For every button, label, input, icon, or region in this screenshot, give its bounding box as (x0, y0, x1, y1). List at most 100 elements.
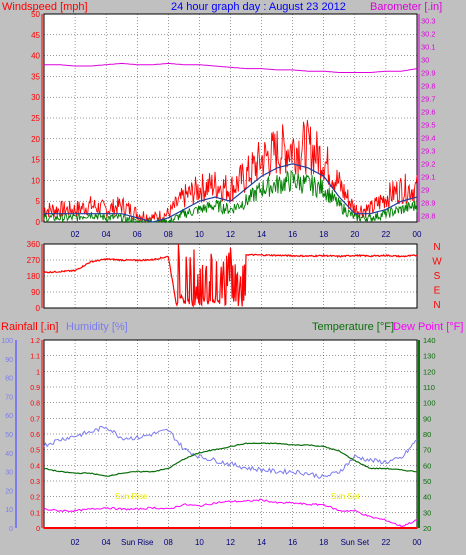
rainfall-tick-label: 0.3 (30, 479, 40, 486)
x-tick-label-bottom: 12 (226, 538, 235, 547)
barometer-tick-label: 29.2 (421, 160, 436, 169)
humidity-tick-label: 90 (5, 357, 13, 364)
barometer-tick-label: 30 (421, 56, 429, 65)
temperature-tick-label: 90 (423, 414, 431, 423)
x-tick-label-bottom: 18 (319, 538, 328, 547)
compass-label: N (433, 242, 440, 253)
barometer-tick-label: 29.6 (421, 108, 436, 117)
x-tick-label-bottom: 04 (102, 538, 111, 547)
direction-tick-label: 270 (27, 256, 41, 265)
barometer-tick-label: 29.9 (421, 69, 436, 78)
barometer-tick-label: 30.3 (421, 17, 436, 26)
humidity-tick-label: 50 (5, 432, 13, 439)
barometer-tick-label: 29 (421, 186, 429, 195)
x-tick-label-bottom: 22 (381, 538, 390, 547)
temperature-tick-label: 70 (423, 446, 431, 455)
barometer-tick-label: 30.1 (421, 43, 436, 52)
temperature-tick-label: 140 (423, 336, 436, 345)
temperature-tick-label: 80 (423, 430, 431, 439)
humidity-tick-label: 20 (5, 488, 13, 495)
compass-label: S (434, 271, 441, 282)
windspeed-axis-title: Windspeed [mph] (2, 1, 88, 13)
temperature-tick-label: 60 (423, 461, 431, 470)
x-tick-label-top: 12 (226, 230, 235, 239)
rainfall-tick-label: 0.9 (30, 385, 40, 392)
wind-tick-label: 5 (36, 197, 41, 206)
x-tick-label-bottom: 00 (413, 538, 422, 547)
barometer-line (44, 62, 418, 73)
compass-label: W (432, 257, 442, 268)
x-tick-label-top: 14 (257, 230, 266, 239)
rainfall-tick-label: 0.8 (30, 401, 40, 408)
x-tick-label-bottom: 08 (164, 538, 173, 547)
chart-title: 24 hour graph day : August 23 2012 (171, 1, 346, 13)
humidity-tick-label: 80 (5, 376, 13, 383)
rainfall-tick-label: 1 (36, 369, 40, 376)
x-tick-label-bottom: 02 (71, 538, 80, 547)
wind-tick-label: 50 (31, 10, 40, 19)
dew-point-line (43, 498, 417, 528)
rainfall-tick-label: 0.6 (30, 432, 40, 439)
humidity-tick-label: 10 (5, 507, 13, 514)
barometer-axis-title: Barometer [.in] (370, 1, 442, 13)
rainfall-tick-label: 0.4 (30, 463, 40, 470)
x-tick-label-top: 04 (102, 230, 111, 239)
rainfall-axis-title: Rainfall [.in] (1, 321, 58, 333)
barometer-tick-label: 28.8 (421, 212, 436, 221)
x-tick-label-top: 18 (319, 230, 328, 239)
barometer-tick-label: 29.5 (421, 121, 436, 130)
x-tick-label-bottom: 10 (195, 538, 204, 547)
wind-tick-label: 40 (31, 52, 40, 61)
wind-tick-label: 10 (31, 176, 40, 185)
humidity-tick-label: 100 (1, 338, 13, 345)
x-tick-label-top: 02 (71, 230, 80, 239)
barometer-tick-label: 29.1 (421, 173, 436, 182)
x-tick-label-bottom: Sun Rise (121, 538, 154, 547)
humidity-tick-label: 0 (9, 526, 13, 533)
compass-label: N (433, 300, 440, 311)
x-tick-label-bottom: Sun Set (341, 538, 370, 547)
humidity-tick-label: 60 (5, 413, 13, 420)
wind-green-line (43, 169, 418, 224)
rainfall-tick-label: 0 (36, 526, 40, 533)
dew-point-axis-title: Dew Point [°F] (393, 321, 463, 333)
barometer-tick-label: 29.3 (421, 147, 436, 156)
barometer-tick-label: 30.2 (421, 30, 436, 39)
temperature-tick-label: 20 (423, 524, 431, 533)
wind-tick-label: 25 (31, 114, 40, 123)
wind-average-line (44, 163, 418, 223)
wind-tick-label: 20 (31, 135, 40, 144)
rainfall-tick-label: 0.5 (30, 448, 40, 455)
humidity-line (43, 425, 418, 480)
barometer-tick-label: 29.8 (421, 82, 436, 91)
x-tick-label-top: 08 (164, 230, 173, 239)
series-layer (43, 62, 418, 529)
wind-tick-label: 45 (31, 31, 40, 40)
axis-layer: 0510152025303540455028.828.92929.129.229… (1, 10, 442, 547)
wind-tick-label: 0 (36, 218, 41, 227)
x-tick-label-top: 22 (381, 230, 390, 239)
barometer-tick-label: 29.7 (421, 95, 436, 104)
rainfall-tick-label: 0.7 (30, 416, 40, 423)
x-tick-label-top: 00 (413, 230, 422, 239)
temperature-tick-label: 30 (423, 508, 431, 517)
barometer-tick-label: 28.9 (421, 199, 436, 208)
humidity-tick-label: 30 (5, 470, 13, 477)
wind-direction-line (43, 244, 418, 308)
rainfall-tick-label: 0.1 (30, 510, 40, 517)
x-tick-label-bottom: 16 (288, 538, 297, 547)
temperature-axis-title: Temperature [°F] (312, 321, 394, 333)
sun-rise-label: Sun Rise (115, 492, 148, 501)
direction-tick-label: 360 (27, 240, 41, 249)
rainfall-tick-label: 1.2 (30, 338, 40, 345)
temperature-tick-label: 40 (423, 493, 431, 502)
temperature-tick-label: 130 (423, 352, 436, 361)
direction-tick-label: 0 (36, 304, 41, 313)
x-tick-label-top: 10 (195, 230, 204, 239)
wind-tick-label: 30 (31, 93, 40, 102)
humidity-tick-label: 40 (5, 451, 13, 458)
x-tick-label-bottom: 14 (257, 538, 266, 547)
wind-tick-label: 35 (31, 72, 40, 81)
rainfall-tick-label: 0.2 (30, 495, 40, 502)
